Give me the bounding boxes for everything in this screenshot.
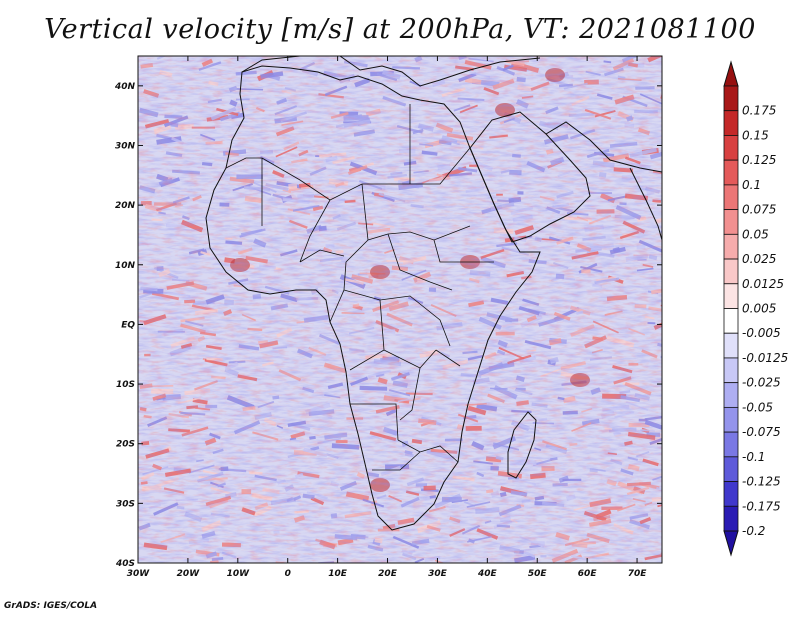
colorbar-swatch	[723, 481, 739, 507]
colorbar-label: 0.15	[742, 128, 769, 142]
colorbar-swatch	[723, 431, 739, 458]
country-borders	[225, 104, 494, 471]
map-area	[138, 56, 662, 563]
x-axis: 30W 20W 10W 0 10E 20E 30E 40E 50E 60E 70E	[127, 56, 647, 579]
x-tick-label: 30W	[127, 569, 151, 579]
y-tick-label: 10N	[115, 261, 136, 271]
colorbar-label: -0.2	[742, 524, 765, 538]
border-line	[225, 104, 494, 471]
colorbar-swatch	[723, 258, 739, 285]
colorbar-swatch	[723, 406, 739, 433]
colorbar-label: 0.175	[742, 104, 776, 118]
colorbar-label: 0.075	[742, 203, 776, 217]
colorbar-label: 0.025	[742, 252, 776, 266]
velocity-texture	[138, 56, 662, 563]
colorbar-swatch	[723, 332, 739, 359]
colorbar-label: -0.1	[742, 450, 765, 464]
colorbar-bottom-arrow	[723, 530, 739, 557]
colorbar-label: -0.125	[742, 475, 781, 489]
persian-gulf-coastline	[545, 121, 662, 173]
field-streak	[660, 223, 662, 233]
x-tick-label: 10E	[328, 569, 348, 579]
colorbar-swatch	[723, 159, 739, 186]
y-tick-label: 40N	[114, 82, 136, 92]
colorbar-label: -0.0125	[742, 351, 788, 365]
y-tick-label: EQ	[121, 320, 135, 330]
field-streak	[660, 304, 662, 314]
map-title: Vertical velocity [m/s] at 200hPa, VT: 2…	[44, 14, 756, 45]
field-streak	[661, 91, 662, 95]
colorbar-label: -0.005	[742, 326, 781, 340]
colorbar-swatch	[723, 283, 739, 309]
x-tick-label: 50E	[528, 569, 548, 579]
africa-coastline	[205, 65, 541, 531]
x-tick-label: 40E	[477, 569, 498, 579]
y-tick-label: 30N	[115, 141, 136, 151]
colorbar-label: 0.05	[742, 227, 769, 241]
colorbar-swatch	[723, 308, 739, 334]
colorbar-swatch	[723, 382, 739, 408]
colorbar-label: -0.05	[742, 400, 773, 414]
madagascar-coastline	[507, 411, 537, 479]
colorbar-label: 0.125	[742, 153, 776, 167]
field-streak	[660, 321, 662, 329]
x-tick-label: 20E	[378, 569, 398, 579]
grads-credit: GrADS: IGES/COLA	[4, 601, 98, 611]
y-tick-label: 20S	[116, 440, 135, 450]
field-streak	[660, 552, 662, 561]
india-coastline	[629, 167, 662, 241]
colorbar-swatch	[723, 184, 739, 211]
colorbar-swatch	[723, 357, 739, 384]
colorbar-swatch	[723, 110, 739, 136]
colorbar-top-arrow	[723, 60, 739, 87]
x-tick-label: 20W	[177, 569, 201, 579]
colorbar-label: -0.175	[742, 499, 781, 513]
colorbar-label: 0.0125	[742, 277, 784, 291]
x-tick-label: 0	[285, 569, 291, 579]
x-tick-label: 70E	[628, 569, 648, 579]
colorbar-swatch	[723, 135, 739, 161]
colorbar: 0.175 0.15 0.125 0.1 0.075 0.05 0.025 0.0125 0.0…	[723, 60, 788, 557]
colorbar-swatch	[723, 85, 739, 112]
x-tick-label: 30E	[428, 569, 448, 579]
y-axis: 40N 30N 20N 10N EQ 10S 20S 30S 40S	[114, 82, 662, 569]
y-tick-label: 10S	[116, 380, 135, 390]
field-streak	[660, 93, 662, 109]
map-frame	[137, 55, 663, 564]
colorbar-label: 0.1	[742, 178, 761, 192]
coastlines	[205, 56, 662, 531]
colorbar-label: 0.005	[742, 302, 776, 316]
y-tick-label: 20N	[115, 201, 136, 211]
x-tick-label: 10W	[227, 569, 251, 579]
colorbar-swatch	[723, 233, 739, 260]
x-tick-label: 60E	[578, 569, 598, 579]
colorbar-label: -0.075	[742, 425, 781, 439]
colorbar-label: -0.025	[742, 376, 781, 390]
arabia-coastline	[469, 111, 591, 243]
y-tick-label: 30S	[116, 499, 135, 509]
y-tick-label: 40S	[115, 559, 135, 569]
colorbar-swatch	[723, 456, 739, 482]
colorbar-swatch	[723, 505, 739, 532]
colorbar-swatch	[723, 209, 739, 235]
